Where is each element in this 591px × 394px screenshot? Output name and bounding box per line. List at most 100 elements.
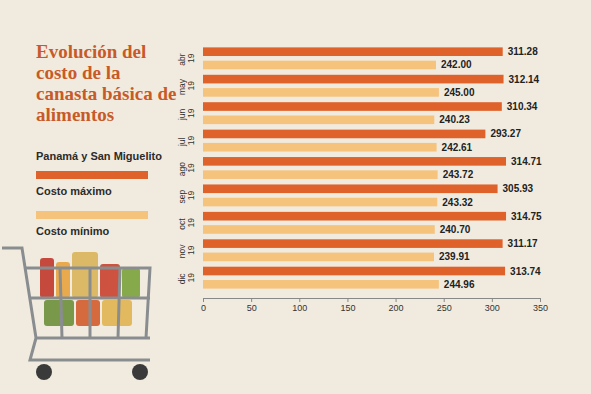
category-label-part: 19 xyxy=(186,163,196,173)
data-label: 314.71 xyxy=(511,156,542,167)
x-tick: 150 xyxy=(340,298,355,313)
bar xyxy=(203,212,506,221)
data-label: 313.74 xyxy=(510,266,541,277)
x-tick-mark xyxy=(203,298,204,302)
bars xyxy=(203,47,506,288)
data-label: 244.96 xyxy=(444,279,475,290)
data-labels: 311.28 312.14 310.34 293.27 314.71 305.93 314.… xyxy=(439,46,542,290)
bar xyxy=(203,47,503,56)
bar xyxy=(203,143,437,152)
category-label: dic 19 xyxy=(177,271,196,284)
cart-item xyxy=(122,268,140,298)
x-tick: 350 xyxy=(533,298,548,313)
x-tick-label: 200 xyxy=(389,303,404,313)
data-label: 305.93 xyxy=(503,183,534,194)
bar xyxy=(203,253,434,262)
x-tick-label: 300 xyxy=(485,303,500,313)
x-tick: 200 xyxy=(389,298,404,313)
category-label: abr 19 xyxy=(177,51,196,66)
category-label: oct 19 xyxy=(177,216,196,230)
data-label: 312.14 xyxy=(509,74,540,85)
category-label-part: 19 xyxy=(186,218,196,228)
category-label-part: 19 xyxy=(186,273,196,283)
category-label-part: 19 xyxy=(186,190,196,200)
x-tick: 0 xyxy=(201,298,206,313)
bar xyxy=(203,239,503,248)
bar xyxy=(203,75,504,84)
data-label: 314.75 xyxy=(511,211,542,222)
cart-item xyxy=(76,300,100,326)
bar xyxy=(203,225,435,234)
subtitle: Panamá y San Miguelito xyxy=(36,150,162,162)
category-label-part: 19 xyxy=(186,53,196,63)
x-tick: 50 xyxy=(247,298,257,313)
chart-svg: Evolución delcosto de lacanasta básica d… xyxy=(0,0,591,394)
x-tick: 100 xyxy=(292,298,307,313)
data-label: 243.32 xyxy=(442,197,473,208)
bar xyxy=(203,130,485,139)
x-axis: 0 50 100 150 200 250 300 350 xyxy=(201,298,548,313)
x-tick-mark xyxy=(347,298,348,302)
x-tick-mark xyxy=(299,298,300,302)
category-label: sep 19 xyxy=(177,187,196,203)
category-label-part: 19 xyxy=(186,81,196,91)
bar xyxy=(203,267,505,276)
data-label: 242.61 xyxy=(442,142,473,153)
cart-illustration xyxy=(2,248,150,380)
bar xyxy=(203,170,438,179)
data-label: 311.28 xyxy=(508,46,538,57)
legend-swatch xyxy=(36,171,148,179)
bar xyxy=(203,280,439,289)
data-label: 242.00 xyxy=(441,59,472,70)
legend-swatch xyxy=(36,211,148,219)
cart-wheel xyxy=(36,364,52,380)
bar xyxy=(203,61,436,70)
x-tick-label: 100 xyxy=(292,303,307,313)
x-tick-label: 150 xyxy=(340,303,355,313)
bar xyxy=(203,157,506,166)
data-label: 293.27 xyxy=(490,128,521,139)
category-label-part: 19 xyxy=(186,108,196,118)
cart-item xyxy=(72,252,98,298)
x-tick: 300 xyxy=(485,298,500,313)
bar xyxy=(203,184,498,193)
category-axis: abr 19may 19jun 19jul 19ago 19sep 19oct … xyxy=(177,51,196,284)
data-label: 311.17 xyxy=(508,238,538,249)
data-label: 243.72 xyxy=(443,169,474,180)
data-label: 245.00 xyxy=(444,87,475,98)
x-tick-mark xyxy=(396,298,397,302)
x-axis-line xyxy=(204,299,541,303)
category-label-part: 19 xyxy=(186,136,196,146)
legend-label: Costo mínimo xyxy=(36,225,110,237)
bar xyxy=(203,198,437,207)
cart-item xyxy=(44,300,74,326)
cart-wheel xyxy=(132,364,148,380)
data-label: 240.70 xyxy=(440,224,471,235)
bar xyxy=(203,115,434,124)
x-tick-mark xyxy=(492,298,493,302)
x-tick-label: 50 xyxy=(247,303,257,313)
cart-item xyxy=(40,258,54,298)
category-label: jul 19 xyxy=(177,135,196,147)
chart-container: Evolución delcosto de lacanasta básica d… xyxy=(0,0,591,394)
x-tick: 250 xyxy=(437,298,452,313)
x-tick-label: 350 xyxy=(533,303,548,313)
x-tick-mark xyxy=(251,298,252,302)
legend-label: Costo máximo xyxy=(36,185,112,197)
bar xyxy=(203,88,439,97)
background xyxy=(0,0,591,394)
bar xyxy=(203,102,502,111)
title: Evolución delcosto de lacanasta básica d… xyxy=(36,41,176,125)
x-tick-label: 0 xyxy=(201,303,206,313)
data-label: 310.34 xyxy=(507,101,538,112)
x-tick-mark xyxy=(444,298,445,302)
category-label: jun 19 xyxy=(177,106,196,121)
category-label: ago 19 xyxy=(177,160,196,177)
category-label-part: 19 xyxy=(186,245,196,255)
category-label: nov 19 xyxy=(177,242,196,258)
data-label: 239.91 xyxy=(439,251,470,262)
x-tick-mark xyxy=(540,298,541,302)
x-tick-label: 250 xyxy=(437,303,452,313)
cart-frame xyxy=(2,248,150,360)
data-label: 240.23 xyxy=(439,114,470,125)
